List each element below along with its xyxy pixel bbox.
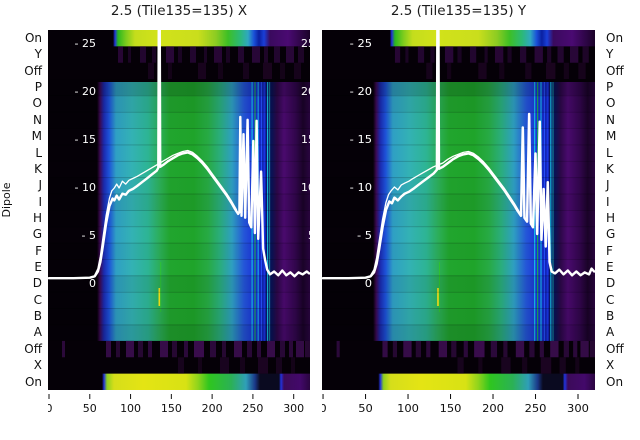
db-tick-left: - 25: [350, 37, 372, 50]
row-label-left-on: On: [24, 31, 42, 45]
row-label-left-m: M: [31, 129, 42, 144]
row-label-right-i: I: [606, 194, 610, 209]
x-axis-panel-y: 0 50 100 150 200 250 300: [322, 390, 595, 420]
x-tick-label: 0: [322, 402, 327, 415]
db-tick-left: - 10: [75, 181, 96, 194]
x-tick-label: 0: [48, 402, 53, 415]
row-label-left-d: D: [32, 276, 42, 291]
heatmap-panel-y: - 25 - 20 - 15 - 10 - 5 0: [322, 30, 595, 390]
x-axis-panel-x: 0 50 100 150 200 250 300: [48, 390, 310, 420]
panel-title-x: 2.5 (Tile135=135) X: [110, 3, 248, 19]
db-tick-left: 0: [365, 277, 372, 290]
row-label-right-g: G: [606, 227, 616, 242]
row-label-right-off: Off: [606, 63, 624, 78]
db-tick-right: 25: [301, 37, 310, 50]
row-label-left-off: Off: [24, 341, 42, 356]
row-label-left-on: On: [24, 374, 42, 389]
row-label-right-o: O: [606, 96, 616, 111]
row-label-right-c: C: [606, 292, 615, 307]
row-label-right-h: H: [606, 210, 616, 225]
power-curve: [322, 30, 595, 280]
spectrogram-x: - 25 - 20 - 15 - 10 - 5 0 25 20 15 10 5: [48, 30, 310, 390]
x-tick-label: 200: [202, 402, 223, 415]
row-label-left-b: B: [33, 309, 42, 324]
db-tick-left: - 15: [75, 133, 96, 146]
x-tick-label: 50: [83, 402, 97, 415]
row-label-right-l: L: [606, 145, 613, 160]
row-label-left-j: J: [38, 178, 42, 193]
db-tick-left: - 15: [350, 133, 372, 146]
row-label-left-g: G: [32, 227, 42, 242]
panel-title-y: 2.5 (Tile135=135) Y: [390, 3, 527, 19]
db-tick-left: - 10: [350, 181, 372, 194]
row-label-left-a: A: [33, 325, 42, 340]
db-tick-left: - 20: [75, 85, 96, 98]
row-label-right-k: K: [606, 161, 614, 176]
row-label-right-on: On: [606, 374, 624, 389]
row-label-left-h: H: [32, 210, 42, 225]
db-tick-left: - 5: [357, 229, 372, 242]
x-tick-label: 150: [161, 402, 182, 415]
row-label-left-off: Off: [24, 63, 42, 78]
x-tick-label: 250: [242, 402, 263, 415]
row-label-left-p: P: [34, 80, 42, 95]
x-tick-label: 200: [482, 402, 504, 415]
row-label-right-on: On: [606, 31, 624, 45]
row-label-right-d: D: [606, 276, 616, 291]
x-ticks: 0 50 100 150 200 250 300: [322, 394, 589, 415]
row-label-right-y: Y: [606, 47, 614, 62]
db-tick-left: 0: [89, 277, 96, 290]
row-label-right-e: E: [606, 260, 614, 275]
x-tick-label: 150: [440, 402, 462, 415]
row-label-left-o: O: [32, 96, 42, 111]
row-label-left-y: Y: [34, 47, 42, 62]
heatmap-panel-x: - 25 - 20 - 15 - 10 - 5 0 25 20 15 10 5: [48, 30, 310, 390]
row-label-right-x: X: [606, 358, 615, 373]
x-tick-label: 50: [358, 402, 373, 415]
row-label-left-e: E: [34, 260, 42, 275]
row-label-right-b: B: [606, 309, 615, 324]
db-tick-left: - 5: [82, 229, 96, 242]
db-tick-right: 20: [301, 85, 310, 98]
x-tick-label: 100: [397, 402, 419, 415]
spectrogram-y: - 25 - 20 - 15 - 10 - 5 0: [322, 30, 595, 390]
row-label-right-off: Off: [606, 341, 624, 356]
db-tick-right: 5: [308, 229, 310, 242]
db-tick-right: 10: [301, 181, 310, 194]
row-label-left-f: F: [35, 243, 42, 258]
row-label-right-p: P: [606, 80, 614, 95]
row-label-right-a: A: [606, 325, 615, 340]
x-ticks: 0 50 100 150 200 250 300: [48, 394, 304, 415]
row-label-left-i: I: [38, 194, 42, 209]
row-label-left-k: K: [34, 161, 42, 176]
row-labels-left: On Y Off P O N M L K J I H G F E D C B A Off X On: [0, 30, 42, 390]
power-curve: [48, 30, 310, 280]
row-label-left-x: X: [33, 358, 42, 373]
row-label-left-n: N: [33, 112, 42, 127]
x-tick-label: 100: [120, 402, 141, 415]
db-tick-left: - 25: [75, 37, 96, 50]
x-tick-label: 300: [283, 402, 304, 415]
row-label-right-j: J: [606, 178, 610, 193]
db-tick-right: 15: [301, 133, 310, 146]
x-tick-label: 300: [567, 402, 589, 415]
row-labels-right: On Y Off P O N M L K J I H G F E D C B A Off X On: [606, 30, 640, 390]
row-label-left-l: L: [35, 145, 42, 160]
db-tick-left: - 20: [350, 85, 372, 98]
row-label-left-c: C: [33, 292, 42, 307]
row-label-right-m: M: [606, 129, 617, 144]
row-label-right-f: F: [606, 243, 613, 258]
x-tick-label: 250: [525, 402, 547, 415]
row-label-right-n: N: [606, 112, 615, 127]
